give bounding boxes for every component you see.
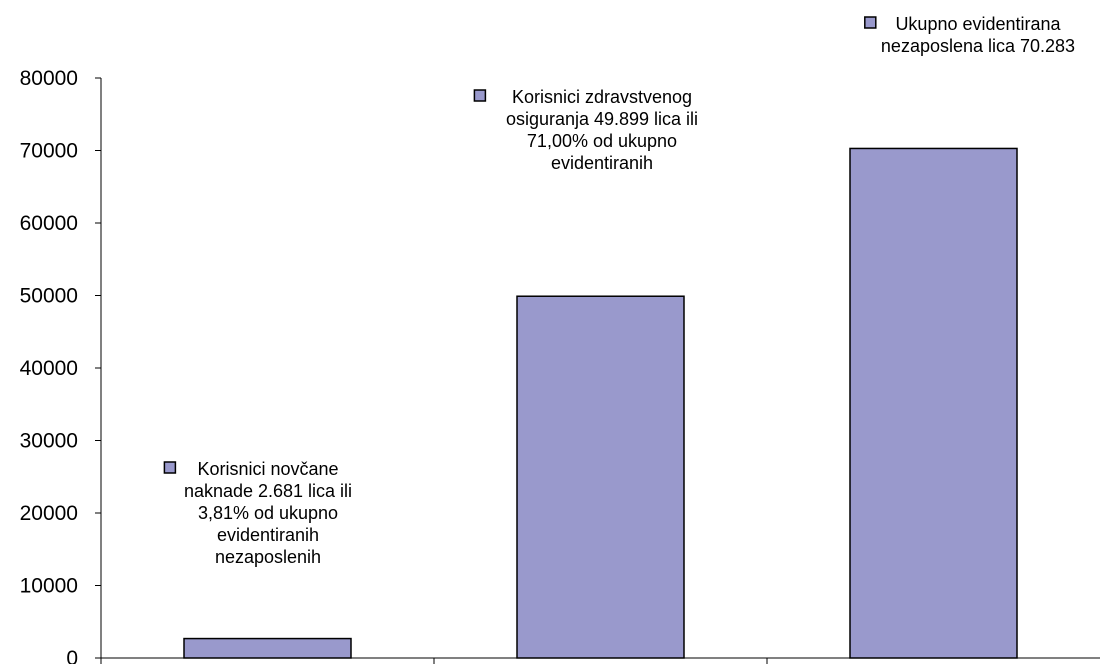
annotation-text-line: 71,00% od ukupno [527, 131, 677, 151]
y-tick-label: 30000 [20, 430, 78, 453]
y-tick-label: 40000 [20, 357, 78, 380]
legend-marker-icon [864, 16, 877, 29]
annotation-text-line: naknade 2.681 lica ili [184, 481, 352, 501]
bars [183, 147, 1018, 659]
annotation-text-line: Ukupno evidentirana [895, 14, 1061, 34]
annotation-text-line: nezaposlena lica 70.283 [881, 36, 1075, 56]
y-tick-label: 80000 [20, 67, 78, 90]
bar [849, 147, 1018, 659]
annotation-text-line: Korisnici novčane [197, 459, 338, 479]
y-axis: 0 10000 20000 30000 40000 50000 60000 70000 8000… [20, 67, 1100, 664]
y-tick-label: 0 [66, 647, 78, 664]
annotation-text-line: osiguranja 49.899 lica ili [506, 109, 698, 129]
y-tick-label: 10000 [20, 575, 78, 598]
y-tick-label: 20000 [20, 502, 78, 525]
y-tick-label: 70000 [20, 140, 78, 163]
annotation-text-line: evidentiranih [217, 525, 319, 545]
legend-marker-icon [163, 461, 177, 474]
annotation-text-line: 3,81% od ukupno [198, 503, 338, 523]
annotation-text-line: evidentiranih [551, 153, 653, 173]
bar [516, 295, 685, 659]
y-tick-label: 50000 [20, 285, 78, 308]
annotation-text-line: nezaposlenih [215, 547, 321, 567]
y-tick-label: 60000 [20, 212, 78, 235]
annotation-text-line: Korisnici zdravstvenog [512, 87, 692, 107]
legend-marker-icon [473, 89, 487, 102]
bar [183, 637, 352, 659]
